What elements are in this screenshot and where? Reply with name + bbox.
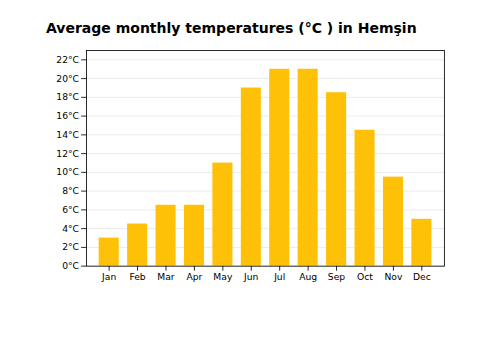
svg-text:12°C: 12°C <box>56 148 79 159</box>
svg-text:Aug: Aug <box>299 271 317 282</box>
svg-text:Mar: Mar <box>157 271 175 282</box>
svg-text:14°C: 14°C <box>56 129 79 140</box>
svg-text:0°C: 0°C <box>62 260 79 271</box>
svg-text:22°C: 22°C <box>56 54 79 65</box>
svg-text:Dec: Dec <box>413 271 431 282</box>
svg-text:Jan: Jan <box>101 271 116 282</box>
svg-text:Nov: Nov <box>384 271 402 282</box>
svg-text:Oct: Oct <box>357 271 373 282</box>
svg-text:18°C: 18°C <box>56 91 79 102</box>
svg-text:Apr: Apr <box>186 271 202 282</box>
svg-text:Sep: Sep <box>328 271 345 282</box>
svg-text:10°C: 10°C <box>56 166 79 177</box>
svg-text:8°C: 8°C <box>62 185 79 196</box>
svg-text:20°C: 20°C <box>56 73 79 84</box>
svg-text:Jul: Jul <box>273 271 285 282</box>
svg-text:4°C: 4°C <box>62 223 79 234</box>
svg-text:May: May <box>213 271 233 282</box>
html-text:Average monthly temperatures (: Average monthly temperatures (°C ) in He… <box>46 20 417 36</box>
svg-text:Feb: Feb <box>129 271 145 282</box>
svg-text:16°C: 16°C <box>56 110 79 121</box>
svg-text:Jun: Jun <box>243 271 259 282</box>
svg-text:2°C: 2°C <box>62 241 79 252</box>
svg-text:6°C: 6°C <box>62 204 79 215</box>
